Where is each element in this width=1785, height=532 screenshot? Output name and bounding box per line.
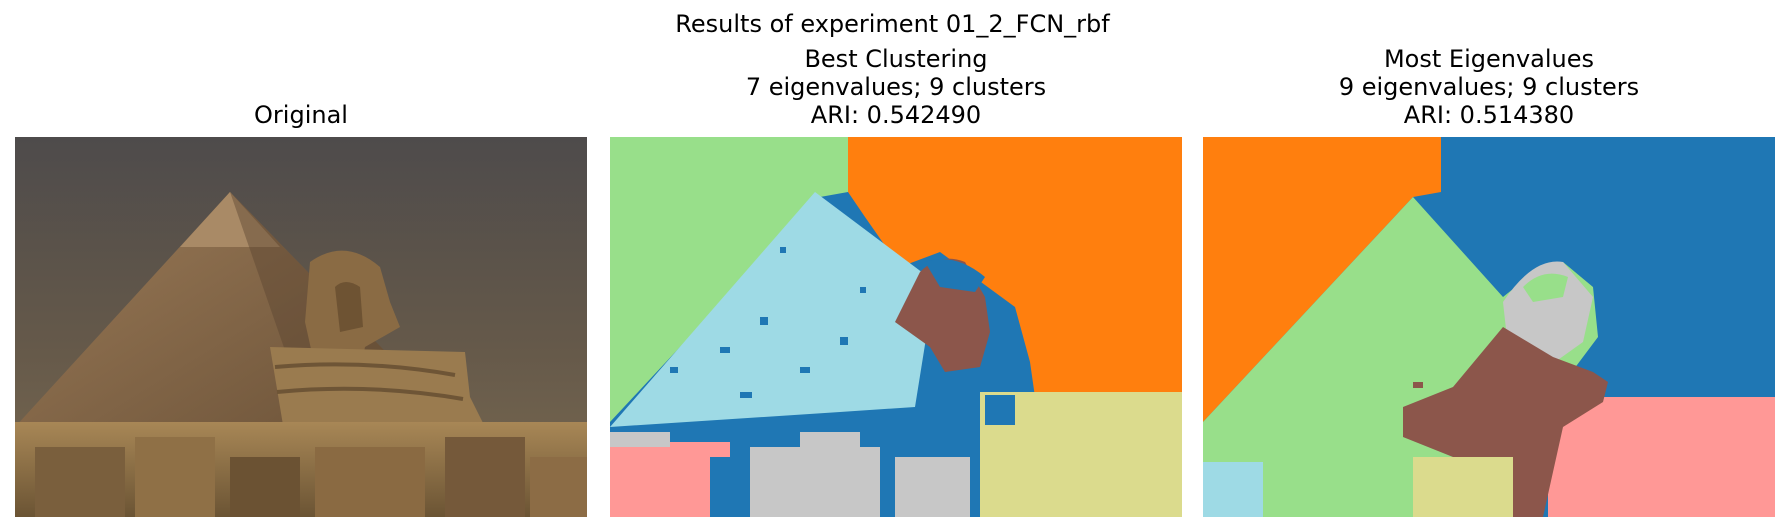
best-clustering-title-line2: 7 eigenvalues; 9 clusters xyxy=(745,73,1047,101)
most-eigenvalues-title-line1: Most Eigenvalues xyxy=(1383,45,1595,73)
most-eigenvalues-title-line3: ARI: 0.514380 xyxy=(1403,101,1575,129)
original-title: Original xyxy=(15,101,587,129)
best-clustering-image xyxy=(610,137,1182,517)
best-clustering-title: Best Clustering 7 eigenvalues; 9 cluster… xyxy=(610,45,1182,129)
most-eigenvalues-title-line2: 9 eigenvalues; 9 clusters xyxy=(1338,73,1640,101)
original-title-text: Original xyxy=(254,101,348,129)
best-clustering-title-line3: ARI: 0.542490 xyxy=(810,101,982,129)
original-image xyxy=(15,137,587,517)
most-eigenvalues-image xyxy=(1203,137,1775,517)
figure-title: Results of experiment 01_2_FCN_rbf xyxy=(675,10,1110,38)
best-clustering-title-line1: Best Clustering xyxy=(804,45,988,73)
most-eigenvalues-title: Most Eigenvalues 9 eigenvalues; 9 cluste… xyxy=(1203,45,1775,129)
